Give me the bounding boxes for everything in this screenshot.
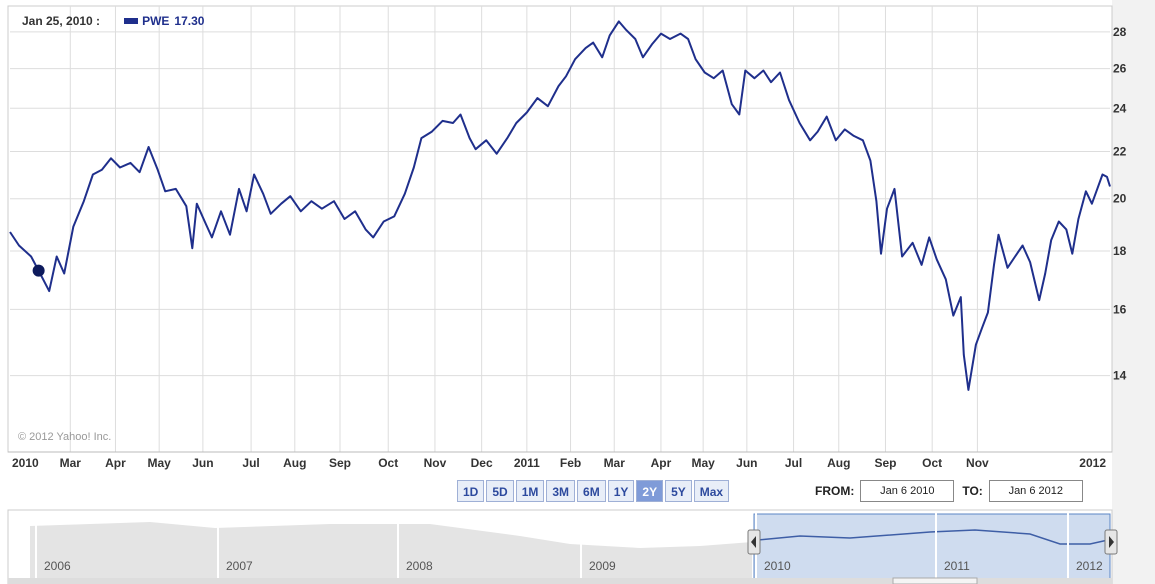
range-button-5d[interactable]: 5D xyxy=(486,480,514,502)
x-tick-label: Nov xyxy=(966,456,989,470)
navigator-year-labels: 2006 2007 2008 2009 2010 2011 2012 xyxy=(35,512,1103,578)
x-tick-label: Oct xyxy=(378,456,398,470)
y-tick-label: 18 xyxy=(1113,244,1127,258)
x-tick-label: Mar xyxy=(60,456,82,470)
series-value: 17.30 xyxy=(174,14,205,28)
x-tick-label: Jun xyxy=(192,456,213,470)
date-range: FROM: Jan 6 2010 TO: Jan 6 2012 xyxy=(815,480,1091,502)
navigator-year-label: 2012 xyxy=(1076,559,1103,573)
from-date-input[interactable]: Jan 6 2010 xyxy=(860,480,955,502)
navigator-year-label: 2010 xyxy=(764,559,791,573)
range-button-1d[interactable]: 1D xyxy=(457,480,485,502)
x-tick-label: Jun xyxy=(736,456,757,470)
x-tick-label: Apr xyxy=(651,456,672,470)
x-axis-ticks: 2010 Mar Apr May Jun Jul Aug Sep Oct Nov Dec 2011 Fe… xyxy=(12,456,1106,470)
x-tick-label: Apr xyxy=(105,456,126,470)
x-tick-label: 2010 xyxy=(12,456,39,470)
background-strip xyxy=(1112,0,1155,584)
x-tick-label: May xyxy=(148,456,172,470)
hover-marker[interactable] xyxy=(32,264,45,277)
x-tick-label: 2011 xyxy=(514,456,540,470)
scrollbar-thumb[interactable] xyxy=(892,577,978,584)
x-tick-label: Oct xyxy=(922,456,942,470)
header-date: Jan 25, 2010 : xyxy=(22,14,101,28)
chart-header: Jan 25, 2010 : PWE 17.30 xyxy=(22,14,204,28)
y-tick-label: 20 xyxy=(1113,192,1127,206)
x-tick-label: Sep xyxy=(329,456,351,470)
navigator-year-label: 2007 xyxy=(226,559,253,573)
range-button-5y[interactable]: 5Y xyxy=(665,480,692,502)
series-swatch xyxy=(124,18,139,24)
range-button-1m[interactable]: 1M xyxy=(515,480,545,502)
y-tick-label: 24 xyxy=(1113,101,1127,115)
x-tick-label: 2012 xyxy=(1079,456,1106,470)
range-button-6m[interactable]: 6M xyxy=(577,480,606,502)
y-tick-label: 28 xyxy=(1113,25,1127,39)
range-button-max[interactable]: Max xyxy=(693,480,730,502)
y-tick-label: 14 xyxy=(1113,369,1127,383)
navigator-year-label: 2006 xyxy=(44,559,71,573)
range-button-3m[interactable]: 3M xyxy=(546,480,576,502)
plot-area xyxy=(7,5,1113,453)
x-tick-label: Jul xyxy=(242,456,259,470)
x-tick-label: Jul xyxy=(785,456,802,470)
navigator-history-area xyxy=(30,522,752,584)
x-tick-label: May xyxy=(691,456,715,470)
x-tick-label: Sep xyxy=(874,456,896,470)
to-label: TO: xyxy=(962,484,983,498)
range-button-1y[interactable]: 1Y xyxy=(607,480,635,502)
y-axis-ticks: 14 16 18 20 22 24 26 28 xyxy=(1113,25,1127,383)
series-line-pwe xyxy=(9,20,1111,391)
navigator-scrollbar[interactable] xyxy=(8,578,1112,584)
copyright-text: © 2012 Yahoo! Inc. xyxy=(18,431,111,443)
y-tick-label: 26 xyxy=(1113,62,1127,76)
x-tick-label: Dec xyxy=(471,456,493,470)
x-tick-label: Nov xyxy=(424,456,447,470)
navigator-line xyxy=(757,529,1109,545)
x-tick-label: Aug xyxy=(827,456,850,470)
y-tick-label: 22 xyxy=(1113,144,1127,158)
left-arrow-icon xyxy=(751,536,756,548)
series-name: PWE xyxy=(142,14,170,28)
range-button-2y[interactable]: 2Y xyxy=(636,480,664,502)
y-tick-label: 16 xyxy=(1113,302,1127,316)
navigator-year-label: 2009 xyxy=(589,559,616,573)
navigator-year-label: 2008 xyxy=(406,559,433,573)
to-date-input[interactable]: Jan 6 2012 xyxy=(988,480,1083,502)
x-tick-label: Feb xyxy=(560,456,581,470)
grid-lines xyxy=(10,6,1110,452)
x-tick-label: Aug xyxy=(283,456,306,470)
x-tick-label: Mar xyxy=(604,456,626,470)
navigator-selection[interactable] xyxy=(753,513,1111,584)
navigator-year-label: 2011 xyxy=(944,559,970,573)
right-arrow-icon xyxy=(1109,536,1114,548)
from-label: FROM: xyxy=(815,484,855,498)
range-buttons: 1D 5D 1M 3M 6M 1Y 2Y 5Y Max xyxy=(457,480,731,502)
